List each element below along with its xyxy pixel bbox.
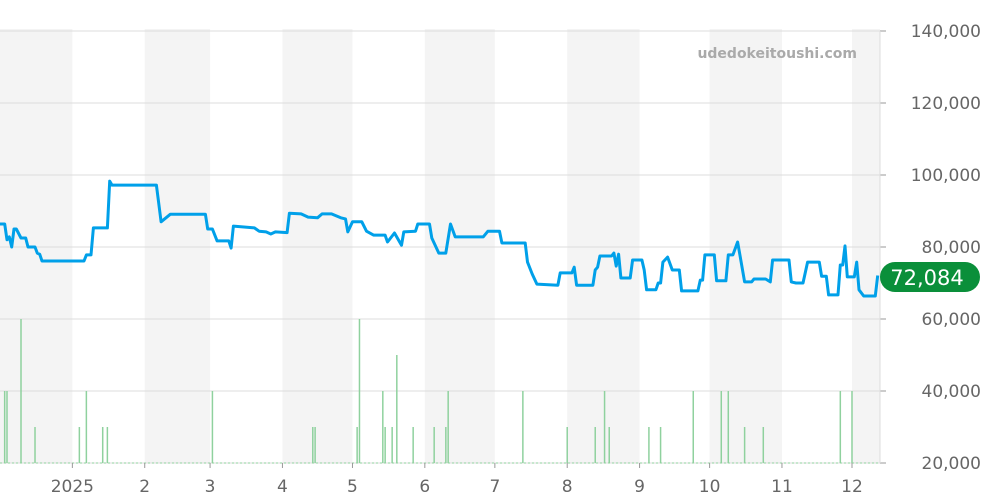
y-axis: 20,000 40,000 60,000 80,000 100,000 120,000 14… <box>879 22 981 474</box>
x-tick-label: 4 <box>277 477 288 497</box>
current-price-badge: 72,084 <box>880 262 980 292</box>
watermark: udedokeitoushi.com <box>697 46 857 62</box>
x-tick-label: 3 <box>205 477 216 497</box>
month-band <box>851 29 880 463</box>
y-tick-label: 40,000 <box>922 382 981 402</box>
y-tick-label: 20,000 <box>922 454 981 474</box>
x-tick-label: 8 <box>562 477 573 497</box>
y-tick-label: 60,000 <box>922 310 981 330</box>
x-tick-label: 11 <box>771 477 793 497</box>
price-line <box>0 179 880 298</box>
x-tick-label: 2 <box>139 477 150 497</box>
x-tick-label: 10 <box>699 477 721 497</box>
current-price-label: 72,084 <box>890 266 963 290</box>
x-tick-label: 12 <box>841 477 863 497</box>
month-band <box>144 29 211 463</box>
x-tick-label: 7 <box>489 477 500 497</box>
month-band <box>709 29 782 463</box>
y-tick-label: 120,000 <box>911 94 981 114</box>
y-tick-label: 140,000 <box>911 22 981 42</box>
month-bands <box>0 29 880 463</box>
month-band <box>567 29 640 463</box>
x-tick-label: 2025 <box>51 477 94 497</box>
gridlines <box>0 30 880 464</box>
x-axis: 2025 2 3 4 5 6 7 8 9 10 11 12 <box>51 463 863 497</box>
x-tick-label: 6 <box>419 477 430 497</box>
y-tick-label: 100,000 <box>911 166 981 186</box>
volume-bars <box>3 319 853 463</box>
x-tick-label: 9 <box>634 477 645 497</box>
y-tick-label: 80,000 <box>922 238 981 258</box>
month-band <box>282 29 353 463</box>
x-tick-label: 5 <box>347 477 358 497</box>
badge-background <box>880 262 980 292</box>
